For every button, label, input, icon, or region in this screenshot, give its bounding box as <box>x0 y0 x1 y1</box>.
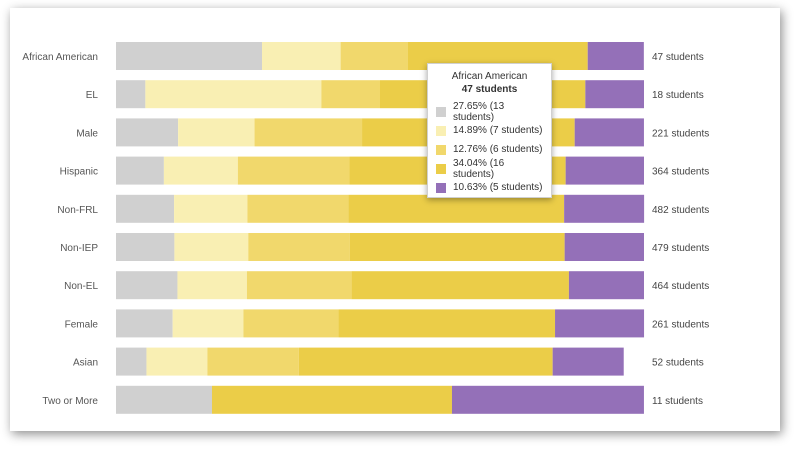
bar-segment[interactable] <box>243 309 339 338</box>
count-label: 364 students <box>652 167 709 178</box>
bar-segment[interactable] <box>116 309 173 338</box>
count-label: 18 students <box>652 90 704 101</box>
tooltip-row: 14.89% (7 students) <box>436 121 543 140</box>
bar-segment[interactable] <box>247 194 349 223</box>
count-label: 11 students <box>652 396 703 407</box>
bar-segment[interactable] <box>116 80 146 109</box>
bar-segment[interactable] <box>116 118 179 147</box>
bar-segment[interactable] <box>116 42 262 70</box>
tooltip-row-text: 10.63% (5 students) <box>453 182 543 193</box>
bar-segment[interactable] <box>348 194 565 223</box>
bar-segment[interactable] <box>146 347 208 376</box>
legend-swatch <box>436 144 446 155</box>
tooltip-row-text: 14.89% (7 students) <box>453 125 543 136</box>
tooltip-row-text: 12.76% (6 students) <box>453 144 543 155</box>
bar-segment[interactable] <box>248 233 350 261</box>
bar-segment[interactable] <box>552 347 624 376</box>
bar-segment[interactable] <box>555 309 645 338</box>
bar-segment[interactable] <box>451 385 644 414</box>
bar-segment[interactable] <box>178 118 255 147</box>
category-label: Two or More <box>42 396 98 407</box>
bar-segment[interactable] <box>237 156 350 185</box>
count-label: 482 students <box>652 205 709 216</box>
bar-segment[interactable] <box>145 80 322 109</box>
bar-segment[interactable] <box>351 271 569 300</box>
bar-segment[interactable] <box>211 385 452 414</box>
category-label: Female <box>65 319 99 330</box>
bar-segment[interactable] <box>564 233 644 261</box>
bar-segment[interactable] <box>565 156 644 185</box>
category-label: Non-FRL <box>57 205 98 216</box>
bar-segment[interactable] <box>174 233 249 261</box>
bar-segment[interactable] <box>172 309 244 338</box>
bar-segment[interactable] <box>116 194 175 223</box>
bar-segment[interactable] <box>321 80 380 109</box>
tooltip-subtitle: 47 students <box>461 84 518 95</box>
legend-swatch <box>436 125 446 136</box>
category-label: Non-EL <box>64 281 98 292</box>
bar-segment[interactable] <box>116 156 164 185</box>
bar-segment[interactable] <box>116 233 175 261</box>
count-label: 479 students <box>652 243 709 254</box>
category-label: Male <box>76 128 98 139</box>
bar-segment[interactable] <box>574 118 644 147</box>
bar-segment[interactable] <box>116 347 147 376</box>
tooltip-row: 27.65% (13 students) <box>436 100 543 123</box>
tooltip-row: 10.63% (5 students) <box>436 178 543 197</box>
bar-segment[interactable] <box>116 385 212 414</box>
category-label: Non-IEP <box>60 243 98 254</box>
bar-segment[interactable] <box>246 271 352 300</box>
bar-segment[interactable] <box>349 233 565 261</box>
count-label: 261 students <box>652 319 709 330</box>
bar-segment[interactable] <box>338 309 556 338</box>
count-label: 52 students <box>652 358 704 369</box>
legend-swatch <box>436 182 446 193</box>
bar-segment[interactable] <box>587 42 644 70</box>
category-label: African American <box>22 52 98 63</box>
tooltip: African American 47 students 27.65% (13 … <box>427 63 552 198</box>
bar-segment[interactable] <box>340 42 408 70</box>
category-label: Hispanic <box>60 167 98 178</box>
tooltip-row-text: 34.04% (16 students) <box>453 157 505 180</box>
bar-segment[interactable] <box>568 271 644 300</box>
bar-segment[interactable] <box>298 347 553 376</box>
tooltip-title: African American <box>451 71 528 82</box>
category-label: Asian <box>73 358 98 369</box>
tooltip-rows: 27.65% (13 students) 14.89% (7 students) 1… <box>436 100 543 197</box>
bar-segment[interactable] <box>261 42 341 70</box>
count-label: 47 students <box>652 52 704 63</box>
bar-segment[interactable] <box>174 194 248 223</box>
tooltip-row: 12.76% (6 students) <box>436 140 543 159</box>
bar-segment[interactable] <box>207 347 299 376</box>
legend-swatch <box>436 163 446 174</box>
bar-segment[interactable] <box>177 271 247 300</box>
tooltip-row: 34.04% (16 students) <box>436 157 543 180</box>
bar-segment[interactable] <box>116 271 178 300</box>
bar-segment[interactable] <box>585 80 644 109</box>
category-label: EL <box>86 90 99 101</box>
tooltip-row-text: 27.65% (13 students) <box>453 100 505 123</box>
bar-segment[interactable] <box>254 118 363 147</box>
count-label: 464 students <box>652 281 709 292</box>
count-label: 221 students <box>652 128 709 139</box>
bar-segment[interactable] <box>564 194 645 223</box>
bar-segment[interactable] <box>163 156 238 185</box>
legend-swatch <box>436 106 446 117</box>
